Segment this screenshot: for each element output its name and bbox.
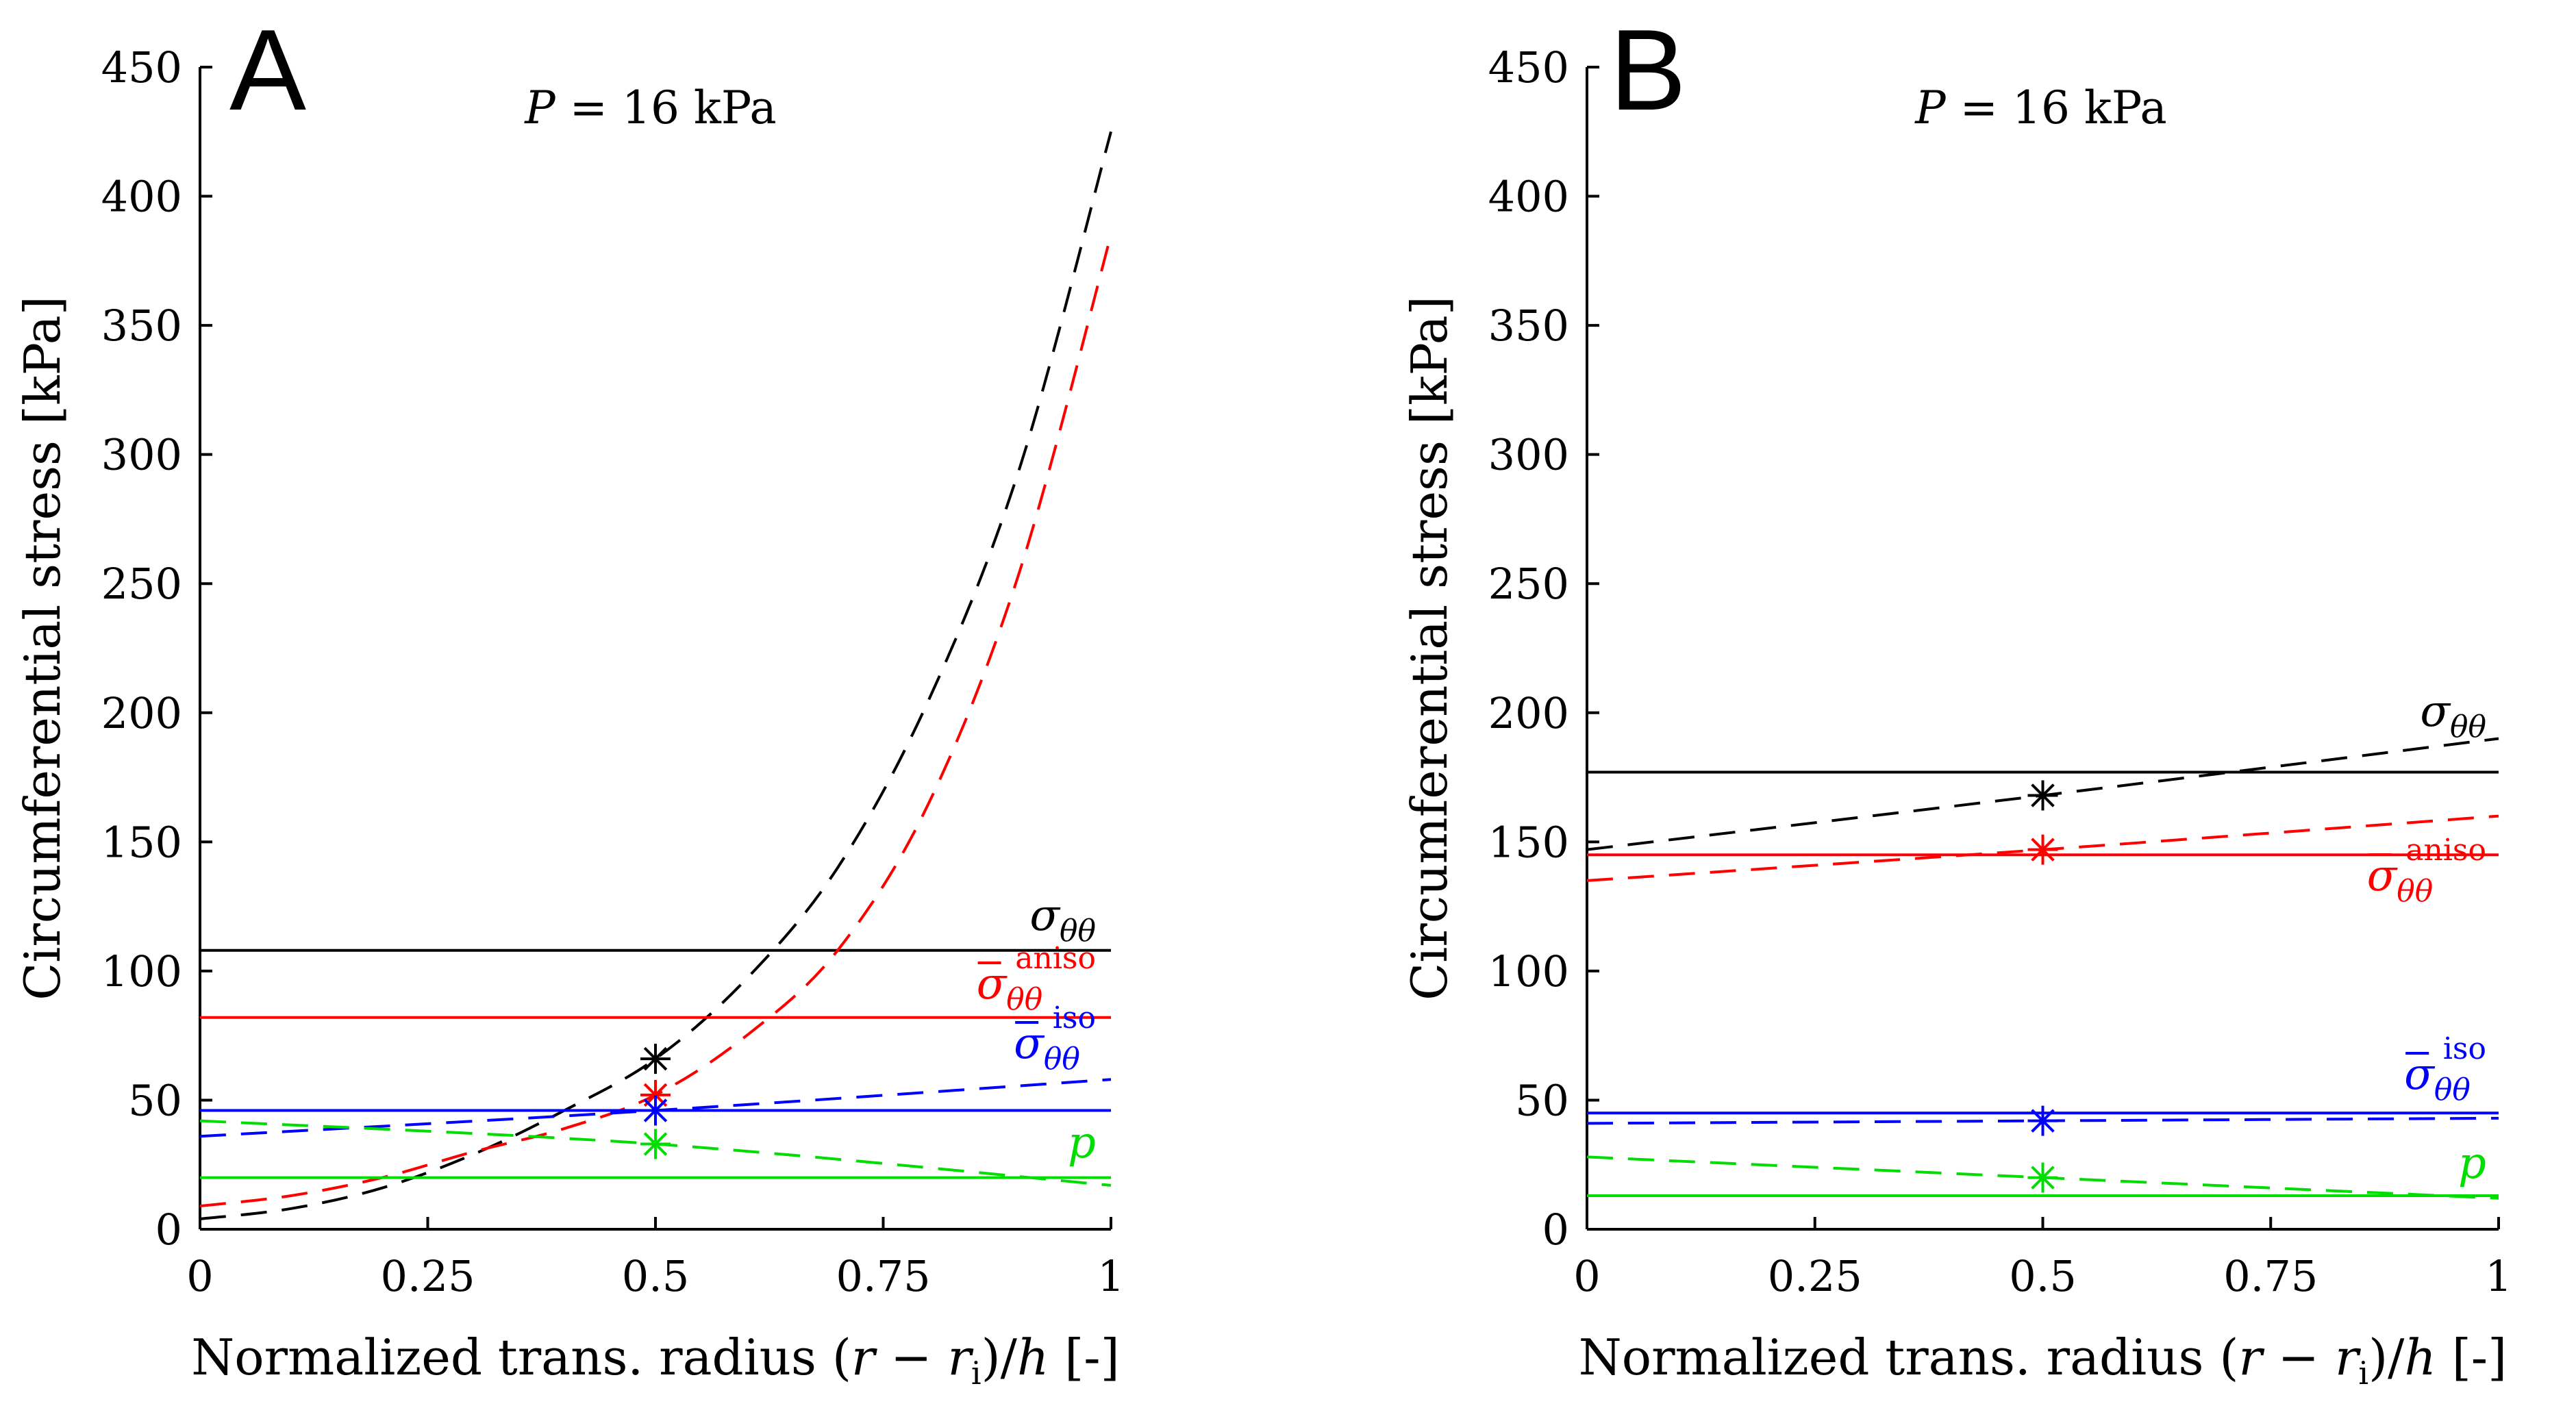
y-tick-label: 50 (128, 1075, 182, 1125)
x-tick-label: 1 (2485, 1251, 2512, 1301)
y-tick-label: 200 (101, 688, 182, 738)
series-label-aniso: σθθaniso (2367, 833, 2486, 909)
y-axis-title: Circumferential stress [kPa] (14, 296, 71, 1001)
y-tick-label: 350 (101, 301, 182, 351)
x-axis-title: Normalized trans. radius (r − ri)/h [-] (191, 1329, 1119, 1392)
y-tick-label: 250 (101, 559, 182, 609)
star-marker-iso (2027, 1105, 2058, 1136)
y-tick-label: 150 (101, 817, 182, 867)
series-label-iso: σθθiso (1014, 1001, 1096, 1077)
y-tick-label: 150 (1488, 817, 1569, 867)
dashed-curve-sigma (199, 131, 1112, 1220)
star-marker-sigma (640, 1044, 671, 1074)
series-sigma: σθθ (1586, 686, 2499, 851)
x-tick-label: 0 (186, 1251, 213, 1301)
series-p: p (1586, 1138, 2499, 1200)
y-tick-label: 450 (1488, 42, 1569, 92)
series-iso: σθθiso (199, 1001, 1112, 1138)
series-label-sigma: σθθ (2420, 686, 2486, 744)
star-marker-p (2027, 1162, 2058, 1193)
x-tick-label: 0.25 (1768, 1251, 1862, 1301)
y-tick-label: 450 (101, 42, 182, 92)
y-tick-label: 400 (1488, 172, 1569, 222)
pressure-label: P = 16 kPa (524, 81, 776, 134)
star-marker-sigma (2027, 780, 2058, 811)
y-tick-label: 300 (1488, 430, 1569, 480)
star-marker-iso (640, 1095, 671, 1126)
series-label-iso: σθθiso (2404, 1031, 2486, 1107)
chart-panel-b: 0 50 100 150 200 250 300 350 400 450 0 0.25 0.5 0.75 1… (1401, 5, 2512, 1392)
y-tick-label: 0 (1542, 1205, 1569, 1255)
y-tick-label: 50 (1515, 1075, 1569, 1125)
x-tick-label: 0.5 (622, 1251, 690, 1301)
y-tick-label: 200 (1488, 688, 1569, 738)
x-tick-label: 0.75 (836, 1251, 930, 1301)
star-marker-p (640, 1129, 671, 1159)
y-tick-label: 100 (101, 946, 182, 996)
series-sigma: σθθ (199, 131, 1112, 1220)
y-tick-label: 400 (101, 172, 182, 222)
series-iso: σθθiso (1586, 1031, 2499, 1136)
series-aniso: σθθaniso (1586, 814, 2499, 909)
x-tick-label: 0 (1573, 1251, 1600, 1301)
star-marker-aniso (2027, 834, 2058, 865)
series-label-aniso: σθθaniso (977, 941, 1096, 1017)
panel-letter: B (1610, 5, 1686, 134)
chart-panel-a: 0 50 100 150 200 250 300 350 400 450 0 0.25 0.5 0.75 1… (14, 5, 1125, 1392)
x-tick-label: 0.25 (380, 1251, 475, 1301)
x-tick-label: 1 (1097, 1251, 1124, 1301)
y-axis-title: Circumferential stress [kPa] (1401, 296, 1458, 1001)
series-label-p: p (1068, 1118, 1096, 1168)
x-axis-title: Normalized trans. radius (r − ri)/h [-] (1579, 1329, 2507, 1392)
x-tick-label: 0.75 (2223, 1251, 2318, 1301)
pressure-label: P = 16 kPa (1914, 81, 2166, 134)
y-tick-label: 100 (1488, 946, 1569, 996)
panel-letter: A (229, 5, 306, 134)
y-tick-label: 0 (155, 1205, 182, 1255)
series-label-sigma: σθθ (1029, 890, 1096, 948)
x-tick-label: 0.5 (2009, 1251, 2077, 1301)
y-tick-label: 350 (1488, 301, 1569, 351)
y-tick-label: 250 (1488, 559, 1569, 609)
series-label-p: p (2458, 1138, 2486, 1189)
series-p: p (199, 1118, 1112, 1187)
y-tick-label: 300 (101, 430, 182, 480)
